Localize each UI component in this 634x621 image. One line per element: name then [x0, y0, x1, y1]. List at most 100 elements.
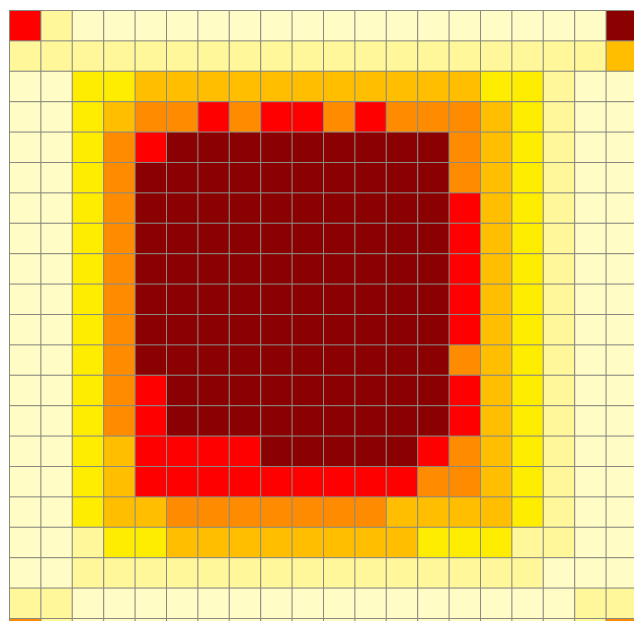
- heatmap-cell: [9, 101, 42, 133]
- heatmap-cell: [166, 344, 199, 376]
- heatmap-cell: [291, 314, 325, 346]
- heatmap-cell: [385, 618, 419, 621]
- heatmap-cell: [323, 557, 356, 589]
- heatmap-cell: [103, 466, 136, 498]
- heatmap-cell: [291, 101, 325, 133]
- heatmap-cell: [291, 222, 325, 255]
- heatmap-cell: [511, 40, 544, 72]
- heatmap-cell: [260, 70, 293, 103]
- heatmap-cell: [228, 40, 262, 72]
- heatmap-cell: [197, 314, 230, 346]
- heatmap-cell: [511, 253, 544, 285]
- heatmap-cell: [605, 70, 634, 103]
- heatmap-cell: [291, 70, 325, 103]
- heatmap-cell: [197, 162, 230, 194]
- heatmap-cell: [291, 192, 325, 224]
- heatmap-cell: [354, 314, 387, 346]
- heatmap-cell: [323, 587, 356, 619]
- heatmap-cell: [385, 131, 419, 163]
- heatmap-cell: [134, 162, 167, 194]
- heatmap-cell: [71, 283, 105, 316]
- heatmap-cell: [574, 40, 607, 72]
- heatmap-grid: [9, 10, 634, 621]
- heatmap-cell: [103, 70, 136, 103]
- heatmap-cell: [71, 101, 105, 133]
- heatmap-cell: [40, 344, 73, 376]
- heatmap-cell: [134, 618, 167, 621]
- heatmap-cell: [260, 344, 293, 376]
- heatmap-cell: [40, 435, 73, 468]
- heatmap-cell: [385, 374, 419, 407]
- heatmap-cell: [228, 374, 262, 407]
- heatmap-cell: [40, 222, 73, 255]
- heatmap-cell: [323, 10, 356, 42]
- heatmap-cell: [448, 526, 482, 559]
- heatmap-cell: [448, 131, 482, 163]
- heatmap-cell: [228, 283, 262, 316]
- heatmap-cell: [511, 131, 544, 163]
- heatmap-cell: [417, 587, 450, 619]
- heatmap-cell: [71, 618, 105, 621]
- heatmap-cell: [197, 466, 230, 498]
- heatmap-cell: [197, 40, 230, 72]
- heatmap-cell: [605, 618, 634, 621]
- heatmap-cell: [354, 466, 387, 498]
- heatmap-cell: [417, 10, 450, 42]
- heatmap-cell: [542, 314, 576, 346]
- heatmap-cell: [605, 222, 634, 255]
- heatmap-cell: [103, 374, 136, 407]
- heatmap-cell: [9, 405, 42, 437]
- heatmap-cell: [40, 131, 73, 163]
- heatmap-cell: [323, 374, 356, 407]
- heatmap-cell: [605, 405, 634, 437]
- heatmap-cell: [9, 222, 42, 255]
- heatmap-cell: [134, 526, 167, 559]
- heatmap-cell: [480, 405, 513, 437]
- heatmap-cell: [134, 314, 167, 346]
- heatmap-cell: [71, 435, 105, 468]
- heatmap-cell: [385, 557, 419, 589]
- heatmap-cell: [574, 283, 607, 316]
- heatmap-cell: [448, 587, 482, 619]
- heatmap-cell: [605, 101, 634, 133]
- heatmap-cell: [480, 192, 513, 224]
- heatmap-cell: [480, 466, 513, 498]
- heatmap-cell: [134, 466, 167, 498]
- heatmap-cell: [448, 435, 482, 468]
- heatmap-cell: [291, 344, 325, 376]
- heatmap-cell: [480, 253, 513, 285]
- heatmap-cell: [260, 435, 293, 468]
- heatmap-cell: [71, 10, 105, 42]
- heatmap-cell: [385, 466, 419, 498]
- heatmap-cell: [542, 70, 576, 103]
- heatmap-cell: [323, 314, 356, 346]
- heatmap-cell: [354, 435, 387, 468]
- heatmap-cell: [417, 131, 450, 163]
- heatmap-cell: [291, 253, 325, 285]
- heatmap-cell: [480, 283, 513, 316]
- heatmap-cell: [354, 374, 387, 407]
- heatmap-cell: [103, 557, 136, 589]
- heatmap-cell: [542, 587, 576, 619]
- heatmap-cell: [103, 496, 136, 528]
- heatmap-cell: [542, 374, 576, 407]
- heatmap-cell: [9, 70, 42, 103]
- heatmap-cell: [166, 253, 199, 285]
- heatmap-cell: [448, 283, 482, 316]
- heatmap-cell: [480, 618, 513, 621]
- heatmap-cell: [323, 405, 356, 437]
- heatmap-cell: [574, 526, 607, 559]
- heatmap-cell: [9, 344, 42, 376]
- heatmap-cell: [605, 131, 634, 163]
- heatmap-cell: [574, 192, 607, 224]
- heatmap-cell: [103, 253, 136, 285]
- heatmap-cell: [260, 101, 293, 133]
- heatmap-cell: [291, 131, 325, 163]
- heatmap-cell: [9, 253, 42, 285]
- heatmap-cell: [448, 557, 482, 589]
- heatmap-cell: [448, 405, 482, 437]
- heatmap-cell: [260, 253, 293, 285]
- heatmap-cell: [134, 496, 167, 528]
- heatmap-cell: [605, 557, 634, 589]
- heatmap-cell: [166, 557, 199, 589]
